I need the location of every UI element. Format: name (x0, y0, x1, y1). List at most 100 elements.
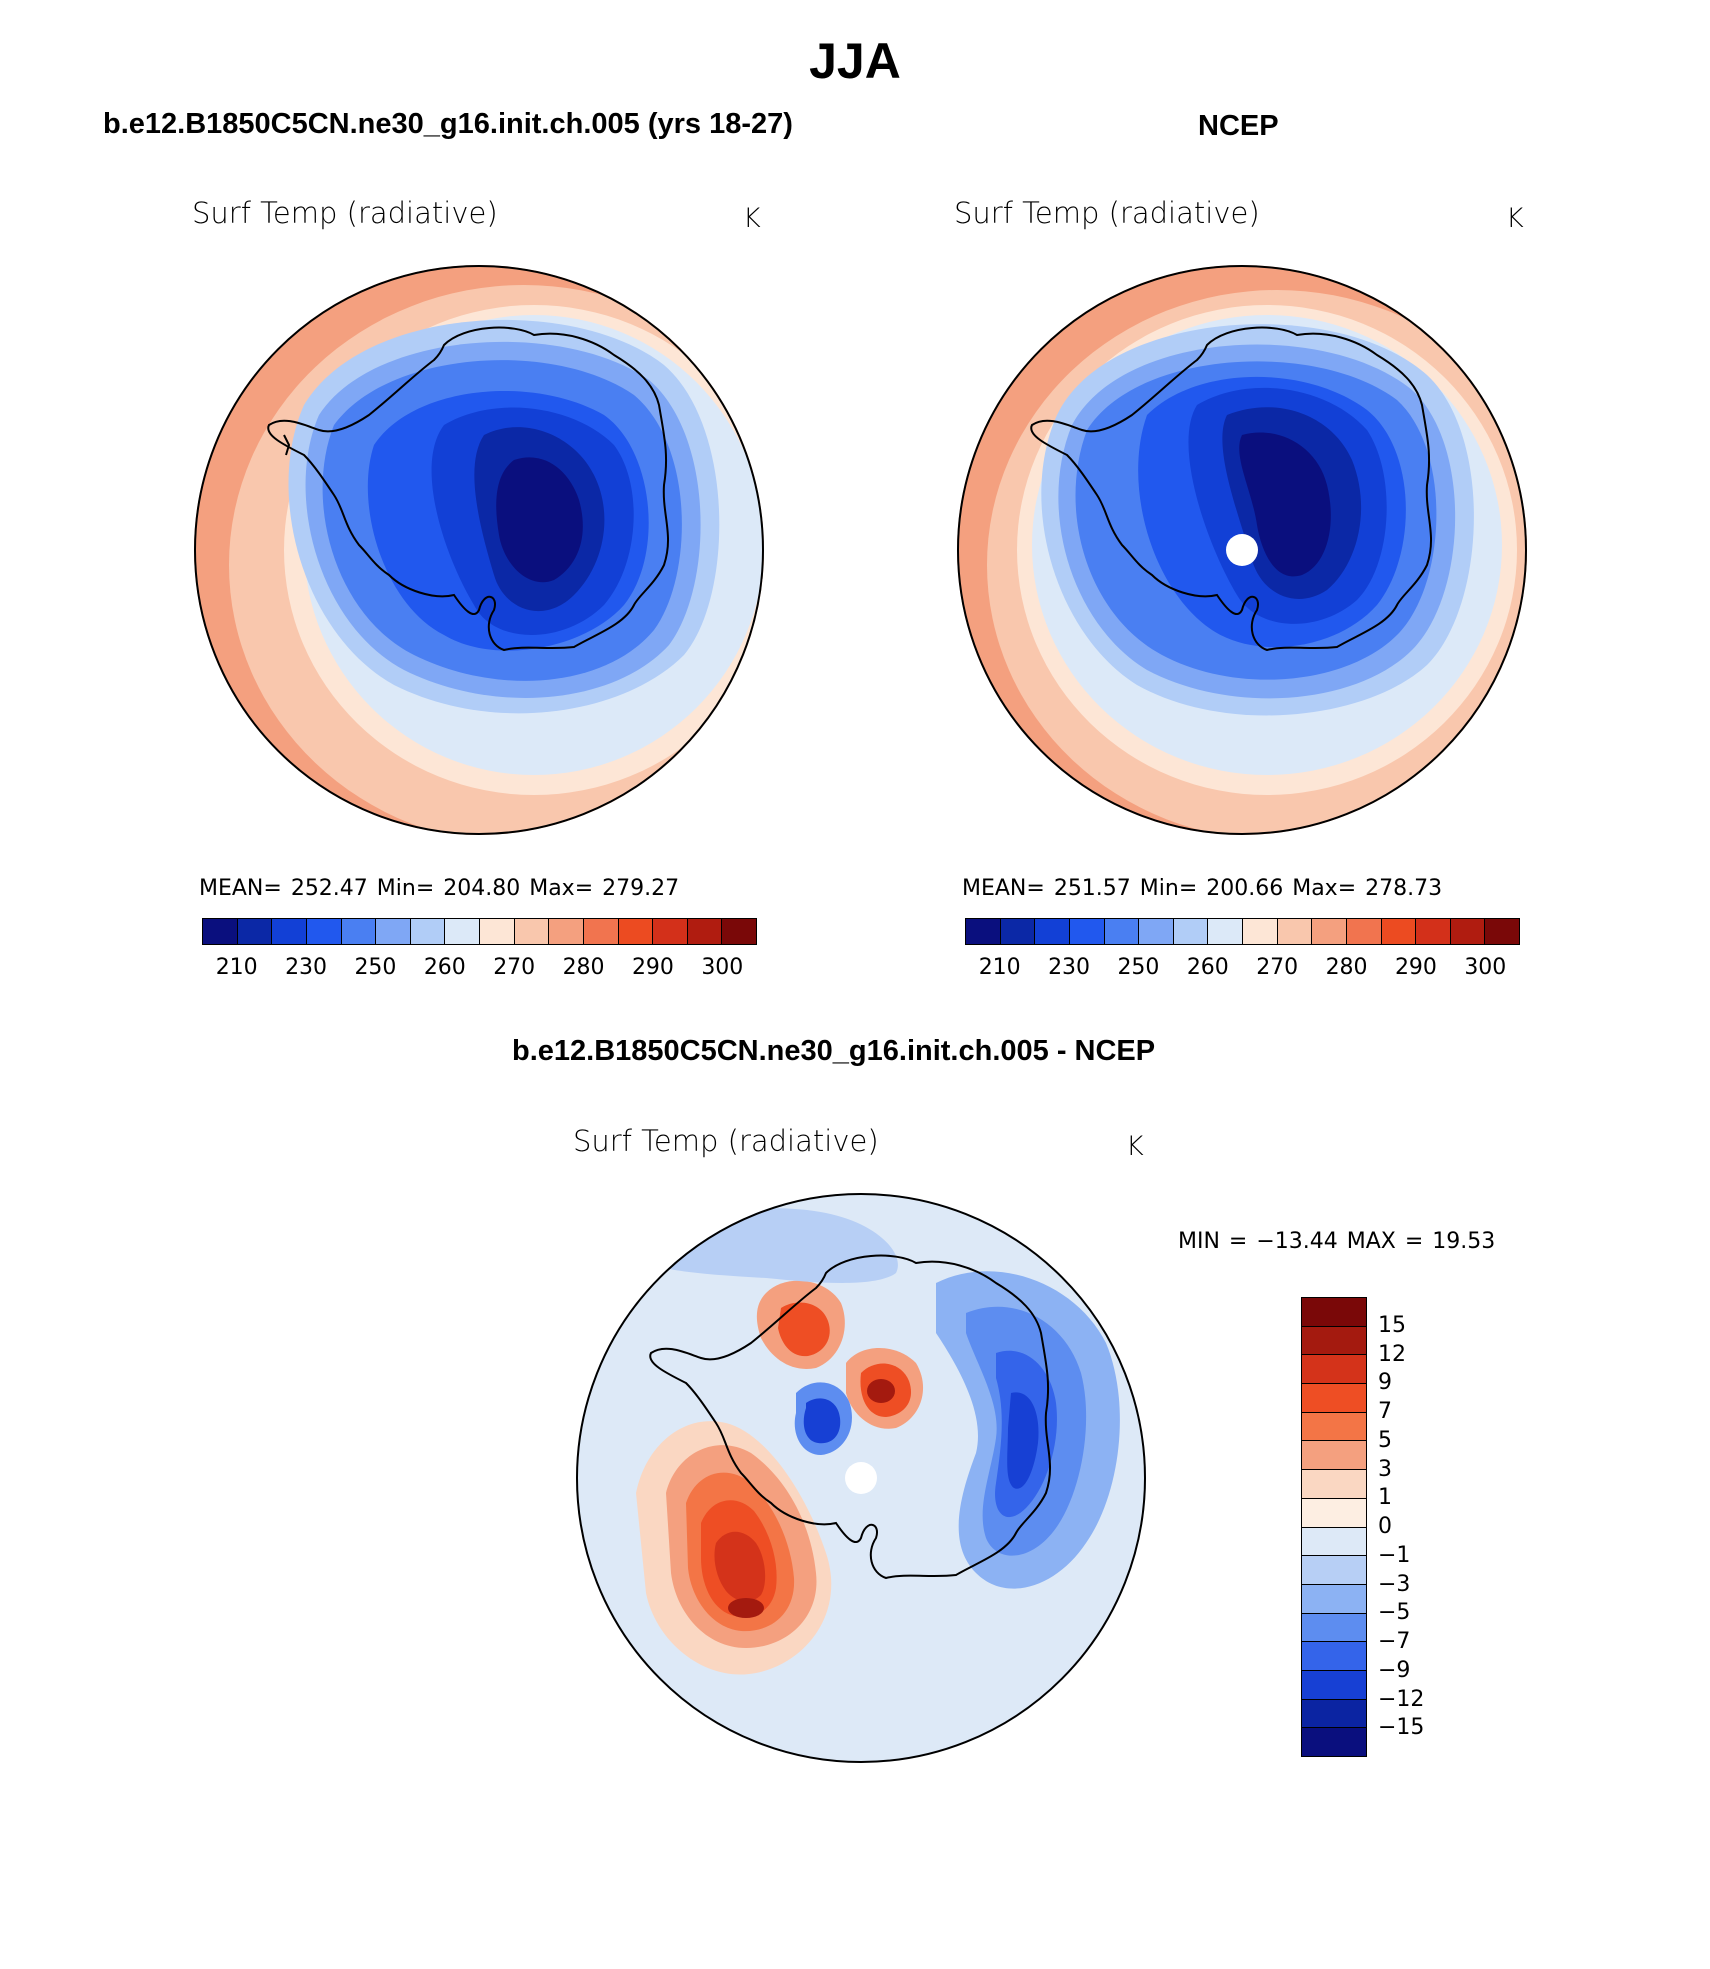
left-colorbar-tick-label: 270 (493, 955, 536, 980)
diff-colorbar-swatch (1302, 1298, 1366, 1327)
diff-panel-subtitle: b.e12.B1850C5CN.ne30_g16.init.ch.005 - N… (512, 1035, 1156, 1067)
diff-colorbar-tick-label: −12 (1378, 1686, 1425, 1712)
diff-colorbar-swatch (1302, 1642, 1366, 1671)
left-colorbar-swatch (341, 919, 377, 944)
left-colorbar-swatch (583, 919, 619, 944)
diff-colorbar-swatch (1302, 1556, 1366, 1585)
left-island-outline (259, 320, 269, 327)
diff-colorbar-swatch (1302, 1412, 1366, 1442)
right-contour-210 (1239, 432, 1331, 577)
diff-colorbar-tick-label: 12 (1378, 1341, 1406, 1367)
right-colorbar-swatch (1485, 919, 1519, 944)
right-colorbar-swatch (966, 919, 1001, 944)
left-map-border (194, 265, 764, 835)
left-colorbar (202, 918, 757, 945)
diff-polar-map (576, 1193, 1146, 1763)
left-colorbar-swatch (203, 919, 238, 944)
left-colorbar-swatch (480, 919, 515, 944)
diff-colorbar-tick-label: 1 (1378, 1485, 1392, 1511)
left-colorbar-swatch (653, 919, 688, 944)
left-colorbar-swatch (306, 919, 342, 944)
right-colorbar-tick-label: 260 (1186, 955, 1229, 980)
diff-colorbar-ticks: 15 12 9 7 5 3 1 0 −1 −3 −5 −7 −9 −12 −15 (1378, 1297, 1498, 1757)
right-colorbar-tick-label: 250 (1117, 955, 1160, 980)
diff-colorbar (1301, 1297, 1367, 1757)
diff-colorbar-tick-label: −3 (1378, 1571, 1411, 1597)
right-colorbar-swatch (1139, 919, 1174, 944)
diff-colorbar-swatch (1302, 1699, 1366, 1729)
diff-colorbar-swatch (1302, 1470, 1366, 1499)
right-colorbar-swatch (1381, 919, 1417, 944)
left-colorbar-tick-label: 290 (631, 955, 674, 980)
right-colorbar-swatch (1173, 919, 1209, 944)
left-colorbar-tick-label: 250 (354, 955, 397, 980)
diff-colorbar-swatch (1302, 1728, 1366, 1756)
diff-colorbar-tick-label: 5 (1378, 1427, 1392, 1453)
right-colorbar-tick-label: 210 (978, 955, 1021, 980)
right-colorbar-swatch (1000, 919, 1036, 944)
right-colorbar (965, 918, 1520, 945)
right-colorbar-swatch (1450, 919, 1486, 944)
left-colorbar-ticks: 210 230 250 260 270 280 290 300 (202, 955, 757, 985)
diff-colorbar-swatch (1302, 1326, 1366, 1356)
left-colorbar-swatch (618, 919, 654, 944)
diff-colorbar-swatch (1302, 1527, 1366, 1557)
left-colorbar-swatch (376, 919, 411, 944)
diff-colorbar-tick-label: −5 (1378, 1600, 1411, 1626)
left-colorbar-swatch (445, 919, 480, 944)
diff-map-border (576, 1193, 1146, 1763)
left-colorbar-tick-label: 280 (562, 955, 605, 980)
left-polar-map (194, 265, 764, 835)
left-colorbar-swatch (722, 919, 756, 944)
diff-colorbar-tick-label: 9 (1378, 1370, 1392, 1396)
right-colorbar-ticks: 210 230 250 260 270 280 290 300 (965, 955, 1520, 985)
right-colorbar-tick-label: 230 (1048, 955, 1091, 980)
left-colorbar-swatch (410, 919, 446, 944)
left-colorbar-swatch (687, 919, 723, 944)
left-colorbar-swatch (514, 919, 550, 944)
left-colorbar-swatch (549, 919, 584, 944)
right-colorbar-swatch (1346, 919, 1382, 944)
diff-units-label: K (1126, 1131, 1144, 1162)
left-stats-line: MEAN= 252.47 Min= 204.80 Max= 279.27 (199, 876, 680, 901)
right-colorbar-tick-label: 300 (1464, 955, 1507, 980)
left-colorbar-tick-label: 210 (215, 955, 258, 980)
diff-colorbar-swatch (1302, 1441, 1366, 1471)
right-polar-map (957, 265, 1527, 835)
diff-colorbar-tick-label: 7 (1378, 1399, 1392, 1424)
left-contour-210 (496, 457, 583, 583)
diff-colorbar-tick-label: 3 (1378, 1456, 1392, 1482)
diff-stats-line: MIN = −13.44 MAX = 19.53 (1178, 1229, 1496, 1254)
right-colorbar-swatch (1243, 919, 1278, 944)
right-map-border (957, 265, 1527, 835)
diff-colorbar-swatch (1302, 1384, 1366, 1413)
diff-variable-label: Surf Temp (radiative) (573, 1124, 879, 1158)
left-colorbar-swatch (272, 919, 307, 944)
right-panel-subtitle: NCEP (1198, 110, 1279, 142)
right-pole-missing-data (1226, 534, 1258, 566)
right-variable-label: Surf Temp (radiative) (954, 196, 1260, 230)
right-colorbar-tick-label: 270 (1256, 955, 1299, 980)
right-colorbar-swatch (1312, 919, 1347, 944)
diff-colorbar-swatch (1302, 1670, 1366, 1700)
diff-pole-missing-data (845, 1462, 877, 1494)
left-antarctica-coastline (267, 326, 670, 652)
right-colorbar-tick-label: 290 (1394, 955, 1437, 980)
left-variable-label: Surf Temp (radiative) (192, 196, 498, 230)
right-colorbar-swatch (1104, 919, 1140, 944)
left-colorbar-tick-label: 300 (701, 955, 744, 980)
right-stats-line: MEAN= 251.57 Min= 200.66 Max= 278.73 (962, 876, 1443, 901)
diff-colorbar-tick-label: −15 (1378, 1715, 1425, 1741)
left-colorbar-swatch (237, 919, 273, 944)
right-colorbar-swatch (1035, 919, 1070, 944)
left-peninsula-outline (283, 434, 291, 456)
right-antarctica-coastline (1030, 326, 1433, 652)
right-colorbar-swatch (1208, 919, 1243, 944)
left-units-label: K (743, 203, 761, 234)
diff-antarctica-coastline (649, 1254, 1052, 1580)
right-colorbar-swatch (1069, 919, 1105, 944)
diff-colorbar-tick-label: −9 (1378, 1657, 1411, 1683)
left-panel-subtitle: b.e12.B1850C5CN.ne30_g16.init.ch.005 (yr… (103, 108, 793, 140)
figure-title: JJA (809, 33, 901, 89)
right-colorbar-swatch (1416, 919, 1451, 944)
